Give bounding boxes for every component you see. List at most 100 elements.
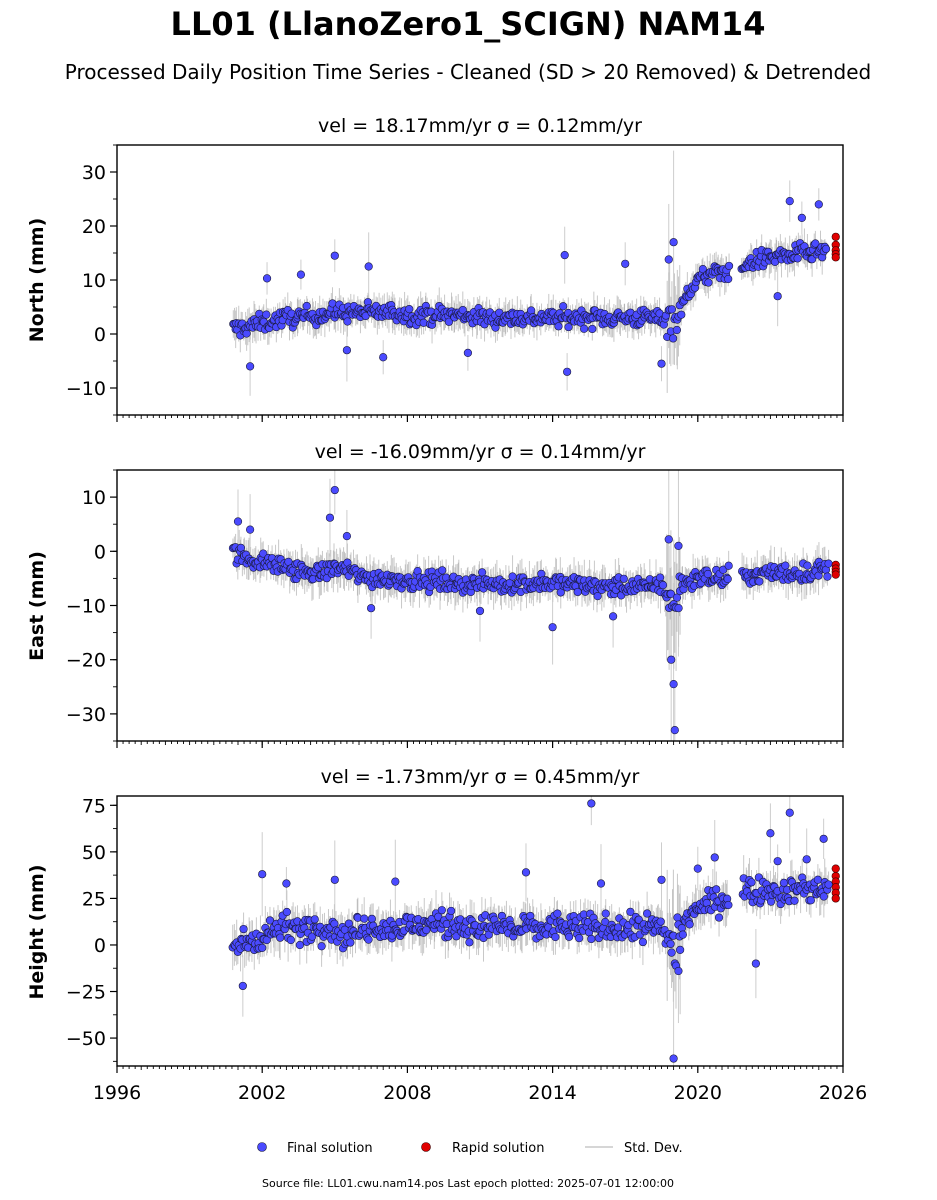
- height-final-point: [553, 909, 562, 918]
- height-final-point: [802, 855, 811, 864]
- height-final-point: [258, 870, 267, 879]
- height-ytick-label: 75: [82, 795, 106, 817]
- east-final-point: [478, 568, 487, 577]
- height-final-point: [286, 935, 295, 945]
- height-final-point: [282, 907, 291, 917]
- height-final-point: [712, 885, 721, 894]
- north-final-point: [296, 270, 306, 279]
- north-final-point: [364, 262, 373, 271]
- height-final-point: [276, 933, 285, 942]
- north-final-point: [724, 261, 734, 271]
- north-final-point: [797, 213, 806, 222]
- north-final-point: [698, 265, 707, 274]
- north-final-point: [657, 359, 666, 368]
- height-ytick-label: 0: [94, 935, 106, 957]
- height-final-point: [521, 868, 531, 877]
- height-xtick-label: 2014: [528, 1082, 576, 1104]
- north-final-point: [564, 322, 573, 332]
- north-final-point: [405, 304, 414, 314]
- east-ytick-label: 0: [94, 541, 106, 563]
- figure-title: LL01 (LlanoZero1_SCIGN) NAM14: [171, 5, 766, 43]
- north-panel: vel = 18.17mm/yr σ = 0.12mm/yr North (mm…: [26, 115, 844, 422]
- north-final-point: [704, 278, 713, 287]
- height-final-point: [317, 942, 326, 951]
- height-final-point: [484, 930, 493, 939]
- north-final-point: [811, 239, 820, 248]
- height-final-point: [447, 906, 456, 916]
- height-final-point: [437, 906, 446, 915]
- north-ytick-label: −10: [66, 378, 106, 400]
- height-final-point: [824, 880, 833, 889]
- height-final-point: [657, 875, 666, 884]
- north-ytick-label: 30: [82, 162, 106, 184]
- height-rapid-point: [831, 894, 840, 903]
- height-final-point: [669, 1054, 678, 1063]
- north-final-point: [379, 353, 388, 362]
- height-final-point: [265, 916, 275, 925]
- height-plot-area: [228, 796, 840, 1066]
- north-plot-area: [229, 150, 840, 396]
- height-rapid-point: [831, 864, 840, 873]
- height-ytick-label: −25: [66, 982, 106, 1004]
- height-final-point: [575, 934, 584, 943]
- height-ytick-label: 50: [82, 842, 106, 864]
- north-final-point: [262, 310, 271, 319]
- east-final-point: [803, 561, 812, 570]
- north-final-point: [444, 317, 454, 326]
- height-xtick-label: 2008: [383, 1082, 431, 1104]
- height-final-point: [674, 966, 683, 976]
- east-final-point: [593, 592, 602, 601]
- height-final-point: [790, 896, 799, 905]
- height-final-point: [685, 920, 694, 929]
- height-final-point: [308, 932, 317, 941]
- height-final-point: [422, 925, 431, 935]
- height-final-point: [643, 909, 652, 918]
- north-final-point: [793, 254, 802, 263]
- height-final-point: [813, 875, 822, 884]
- east-ytick-label: 10: [82, 487, 106, 509]
- east-final-point: [438, 566, 447, 575]
- east-y-axis-label: East (mm): [26, 551, 48, 661]
- north-final-point: [669, 334, 678, 343]
- height-final-point: [806, 896, 815, 905]
- north-final-point: [669, 238, 678, 247]
- east-final-point: [719, 565, 728, 574]
- height-final-point: [346, 938, 355, 947]
- height-final-point: [367, 914, 376, 923]
- north-final-point: [463, 348, 473, 358]
- east-stddev-bars: [232, 470, 830, 741]
- height-final-point: [364, 935, 373, 944]
- east-final-point: [619, 574, 628, 583]
- height-panel: vel = -1.73mm/yr σ = 0.45mm/yr Height (m…: [26, 766, 867, 1104]
- height-final-point: [434, 912, 443, 921]
- north-rapid-point: [831, 232, 840, 241]
- height-ytick-label: 25: [82, 888, 106, 910]
- height-final-point: [666, 939, 675, 949]
- height-final-point: [596, 879, 606, 888]
- north-stddev-bars: [232, 150, 827, 396]
- north-final-point: [559, 302, 568, 311]
- height-final-point: [551, 932, 560, 942]
- east-final-point: [723, 574, 732, 584]
- height-final-point: [676, 945, 685, 954]
- east-final-point: [330, 485, 339, 495]
- height-final-point: [330, 875, 339, 884]
- east-final-point: [672, 593, 682, 602]
- east-final-point: [781, 561, 790, 570]
- height-stddev-bars: [232, 796, 830, 1066]
- east-final-point: [674, 604, 683, 613]
- north-final-solution-points: [229, 197, 831, 376]
- height-panel-title: vel = -1.73mm/yr σ = 0.45mm/yr: [321, 766, 640, 788]
- east-final-point: [548, 623, 557, 632]
- east-final-point: [342, 532, 352, 541]
- height-final-point: [724, 900, 733, 910]
- north-ytick-label: 20: [82, 216, 106, 238]
- north-final-point: [262, 274, 272, 283]
- height-final-point: [238, 981, 247, 991]
- height-final-point: [601, 909, 610, 918]
- height-final-point: [330, 919, 339, 928]
- north-axes-frame: [116, 144, 844, 416]
- height-final-point: [693, 864, 702, 873]
- north-ytick-label: 0: [94, 324, 106, 346]
- height-y-axis-label: Height (mm): [26, 864, 48, 999]
